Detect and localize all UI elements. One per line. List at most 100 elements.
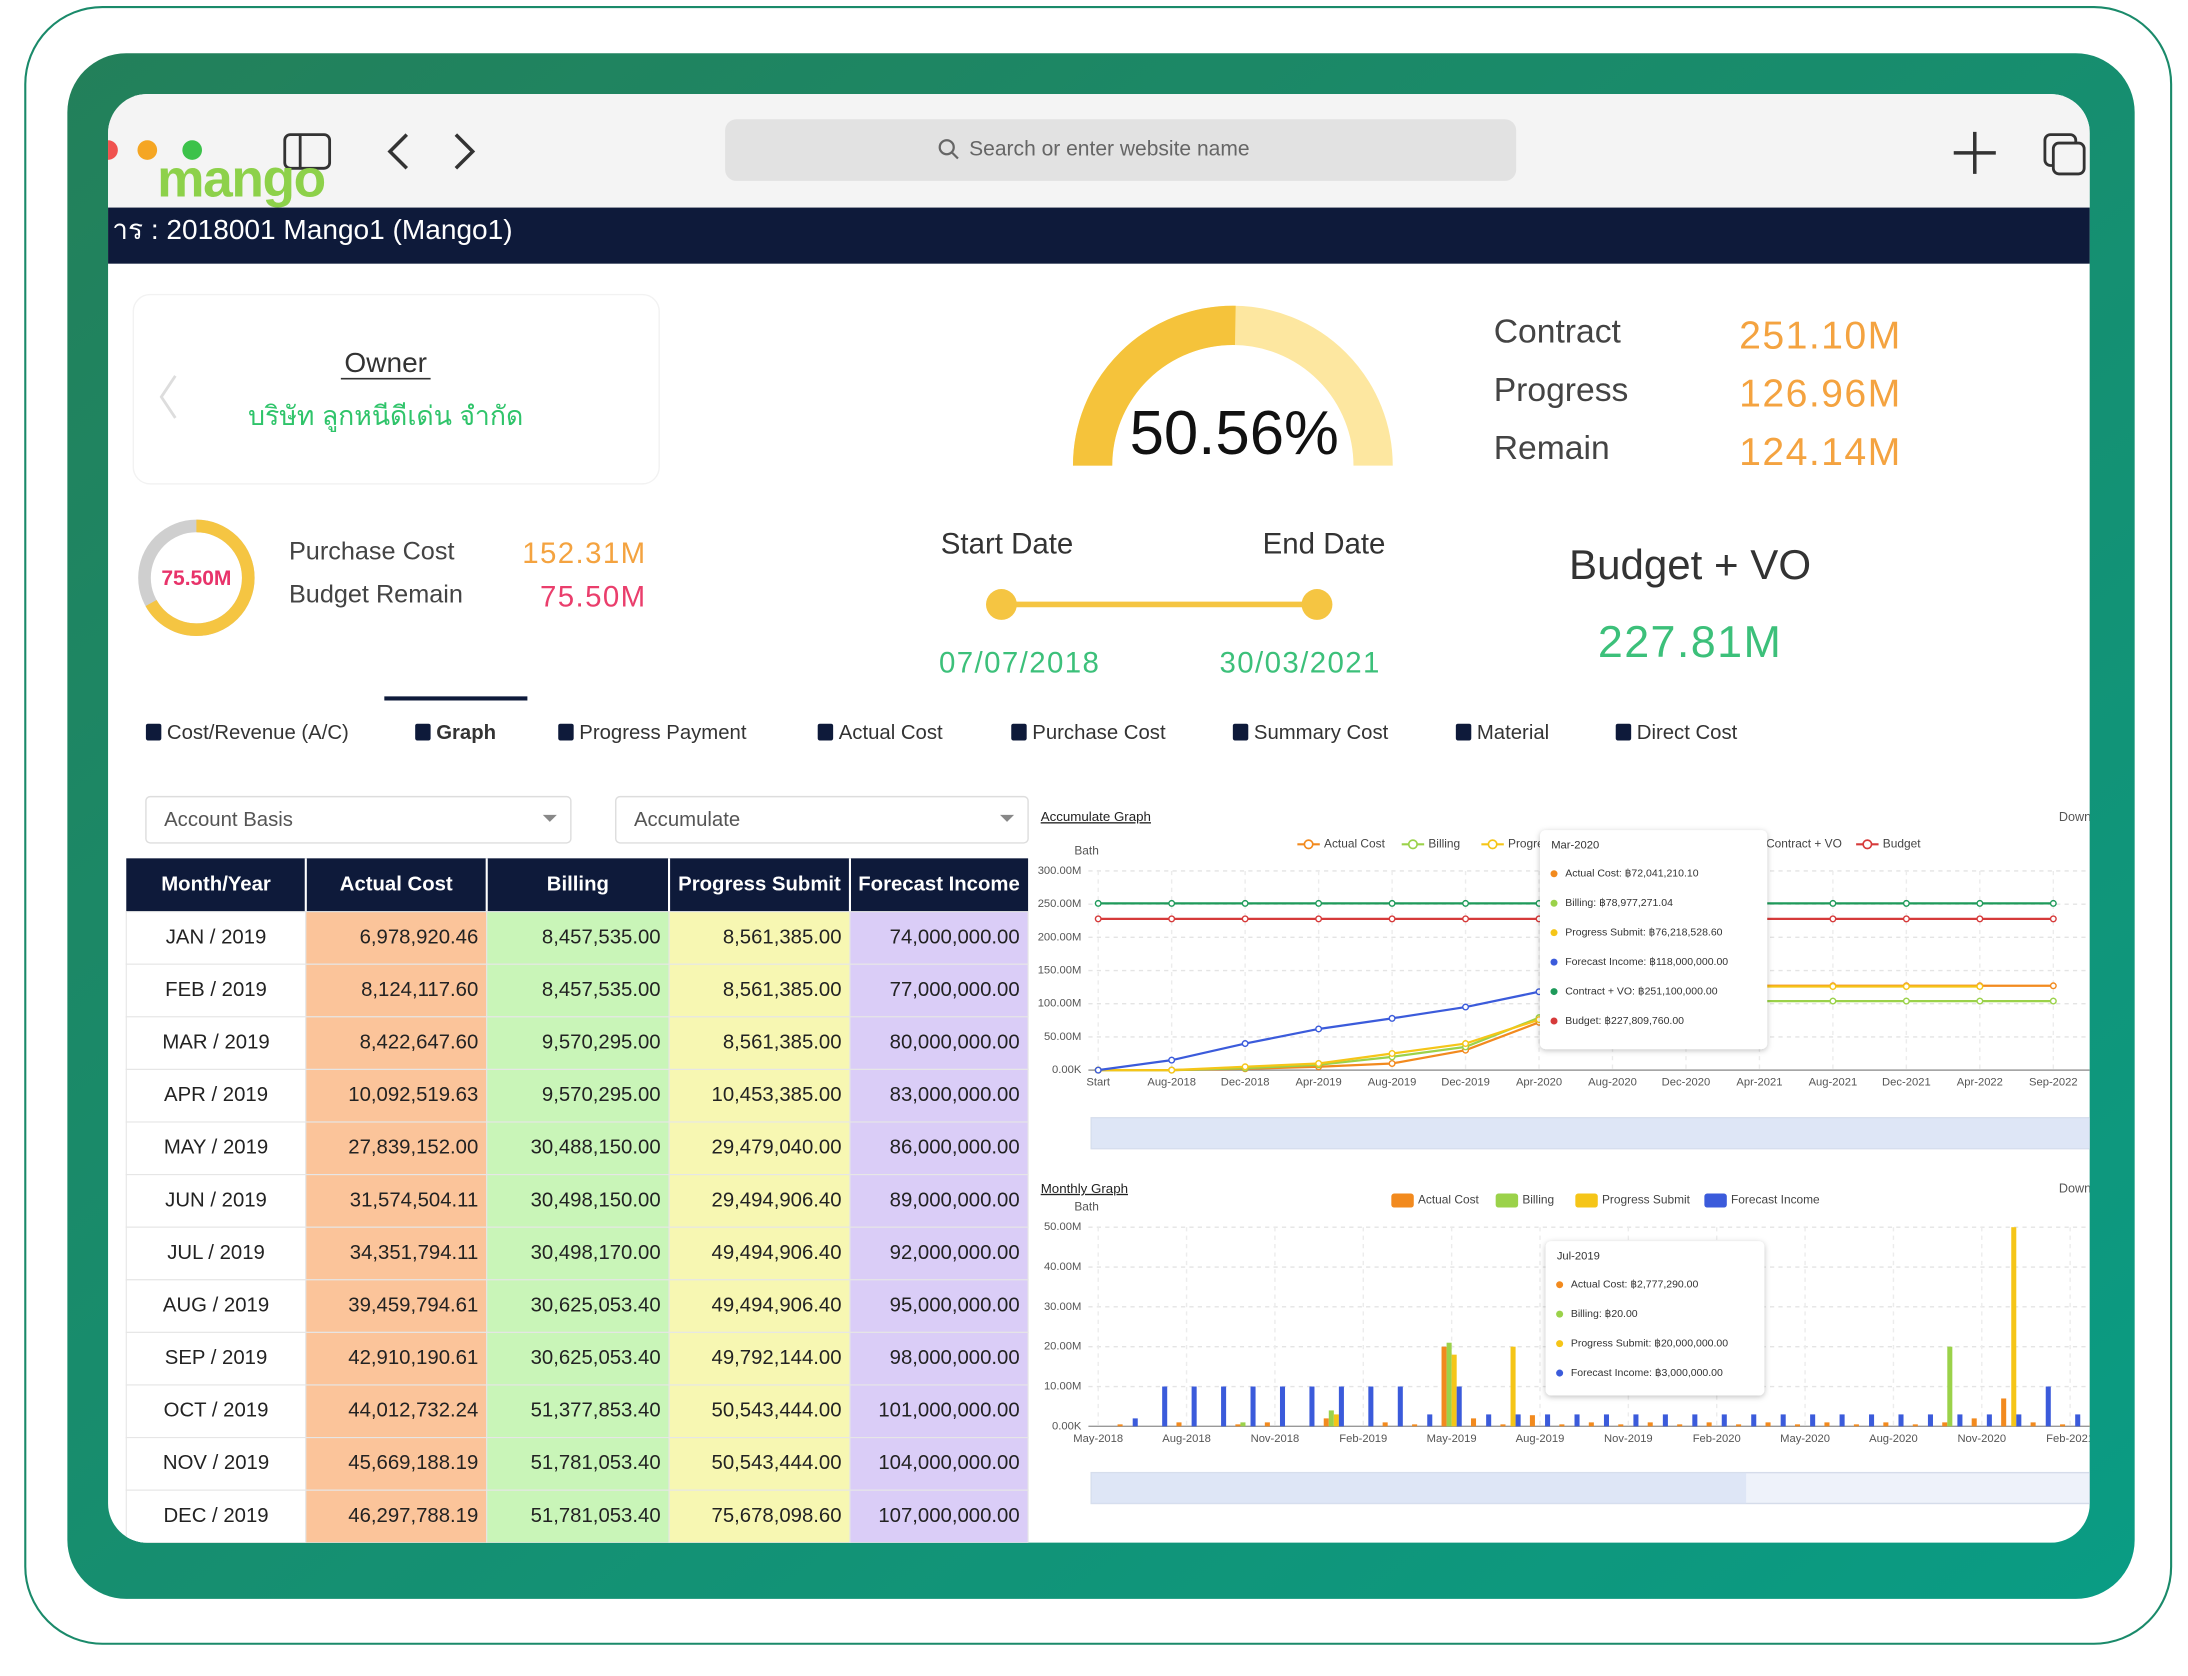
tab[interactable]: Actual Cost [839, 722, 943, 744]
tab[interactable]: Cost/Revenue (A/C) [167, 722, 349, 744]
tab[interactable]: Material [1477, 722, 1549, 744]
legend-label: Actual Cost [1324, 836, 1386, 850]
tab[interactable]: Purchase Cost [1032, 722, 1166, 744]
table-number: 104,000,000.00 [878, 1452, 1019, 1474]
point [2049, 899, 2057, 907]
bar [1765, 1422, 1771, 1427]
filter-dropdown[interactable] [615, 795, 1029, 844]
table-cell [305, 1489, 488, 1543]
bar [1333, 1414, 1339, 1427]
tabs-overview-button[interactable] [2043, 133, 2086, 176]
table-number: 30,625,053.40 [531, 1347, 661, 1369]
tab[interactable]: Progress Payment [579, 722, 747, 744]
table-number: 10,092,519.63 [348, 1084, 478, 1106]
table-cell [849, 1121, 1029, 1176]
table-month: SEP / 2019 [165, 1347, 267, 1369]
point [1315, 1025, 1323, 1033]
project-title: าร : 2018001 Mango1 (Mango1) [112, 214, 512, 245]
tooltip-line: Billing: ฿78,977,271.04 [1565, 897, 1673, 909]
table-number: 83,000,000.00 [890, 1084, 1020, 1106]
bar [1927, 1414, 1933, 1427]
owner-name: บริษัท ลูกหนีดีเด่น จำกัด [248, 401, 523, 432]
table-number: 51,377,853.40 [531, 1400, 661, 1422]
bar [2075, 1414, 2081, 1427]
bar [1898, 1414, 1904, 1427]
legend-marker [1862, 839, 1873, 850]
table-number: 49,494,906.40 [712, 1242, 842, 1264]
filter-dropdown[interactable] [145, 795, 572, 844]
table-cell [849, 1174, 1029, 1228]
bar [1869, 1414, 1875, 1427]
owner-card [132, 293, 660, 485]
charts: Accumulate Graph Down Bath 0.00K 50.00M 100.0… [1038, 809, 2091, 1505]
table-number: 74,000,000.00 [890, 926, 1020, 948]
end-dot [1301, 589, 1333, 620]
point [1388, 899, 1396, 907]
summary-label: Remain [1494, 430, 1610, 467]
bar [1647, 1422, 1653, 1427]
tab-icon [1615, 723, 1632, 741]
search-bar[interactable] [725, 119, 1517, 181]
bar [2016, 1414, 2022, 1427]
point [1094, 1066, 1102, 1074]
table-cell [125, 1437, 307, 1491]
table-cell [668, 1174, 851, 1228]
table-cell [486, 963, 670, 1018]
table-cell [849, 963, 1029, 1018]
table-month: OCT / 2019 [164, 1400, 269, 1422]
table-cell [486, 1331, 670, 1386]
table-cell [305, 1016, 488, 1070]
tooltip-title: Mar-2020 [1551, 840, 1599, 852]
table-number: 95,000,000.00 [890, 1294, 1020, 1316]
owner-label: Owner [344, 347, 427, 378]
bar [2001, 1398, 2007, 1427]
table-number: 101,000,000.00 [878, 1400, 1019, 1422]
close-button[interactable] [98, 140, 118, 160]
minimize-button[interactable] [137, 140, 158, 160]
tooltip [1539, 830, 1768, 1050]
bar [2045, 1386, 2051, 1427]
bar [2030, 1422, 2036, 1427]
bar [1824, 1422, 1830, 1427]
sidebar-icon[interactable] [283, 133, 332, 170]
x-tick-label: Nov-2018 [1251, 1433, 1300, 1445]
y-tick-label: 20.00M [1044, 1341, 1081, 1353]
tab[interactable]: Summary Cost [1254, 722, 1389, 744]
table-cell [305, 1121, 488, 1176]
new-tab-button[interactable] [1953, 131, 1996, 174]
y-axis-label: Bath [1074, 1200, 1099, 1214]
table-number: 30,498,150.00 [531, 1189, 661, 1211]
download-link[interactable]: Down [2059, 810, 2091, 824]
end-date: 30/03/2021 [1219, 647, 1380, 680]
tab[interactable]: Direct Cost [1637, 722, 1738, 744]
back-button[interactable] [387, 133, 409, 170]
point [1976, 982, 1984, 990]
bar [1912, 1424, 1918, 1427]
tooltip-dot [1550, 899, 1558, 907]
point [1241, 915, 1249, 923]
owner-prev[interactable] [159, 375, 177, 419]
bar [1456, 1386, 1462, 1427]
point [1829, 982, 1837, 990]
purchase-value: 75.50M [540, 581, 647, 614]
table-number: 8,457,535.00 [542, 979, 661, 1001]
maximize-button[interactable] [182, 140, 203, 160]
bar [2011, 1227, 2017, 1427]
bar [1971, 1418, 1977, 1427]
tooltip-line: Forecast Income: ฿118,000,000.00 [1565, 956, 1728, 968]
download-link[interactable]: Down [2059, 1182, 2091, 1196]
tab-icon [817, 723, 834, 741]
search-placeholder: Search or enter website name [969, 138, 1249, 161]
gauge-arc [1072, 305, 1236, 467]
table-number: 30,488,150.00 [531, 1137, 661, 1159]
tab[interactable]: Graph [436, 722, 496, 744]
table-cell [125, 911, 307, 965]
dropdown-arrow [542, 814, 557, 822]
table-number: 50,543,444.00 [712, 1400, 842, 1422]
table-number: 77,000,000.00 [890, 979, 1020, 1001]
table-cell [668, 911, 851, 965]
table-cell [125, 963, 307, 1018]
forward-button[interactable] [454, 133, 476, 170]
bar [2089, 1422, 2090, 1427]
table-number: 89,000,000.00 [890, 1189, 1020, 1211]
